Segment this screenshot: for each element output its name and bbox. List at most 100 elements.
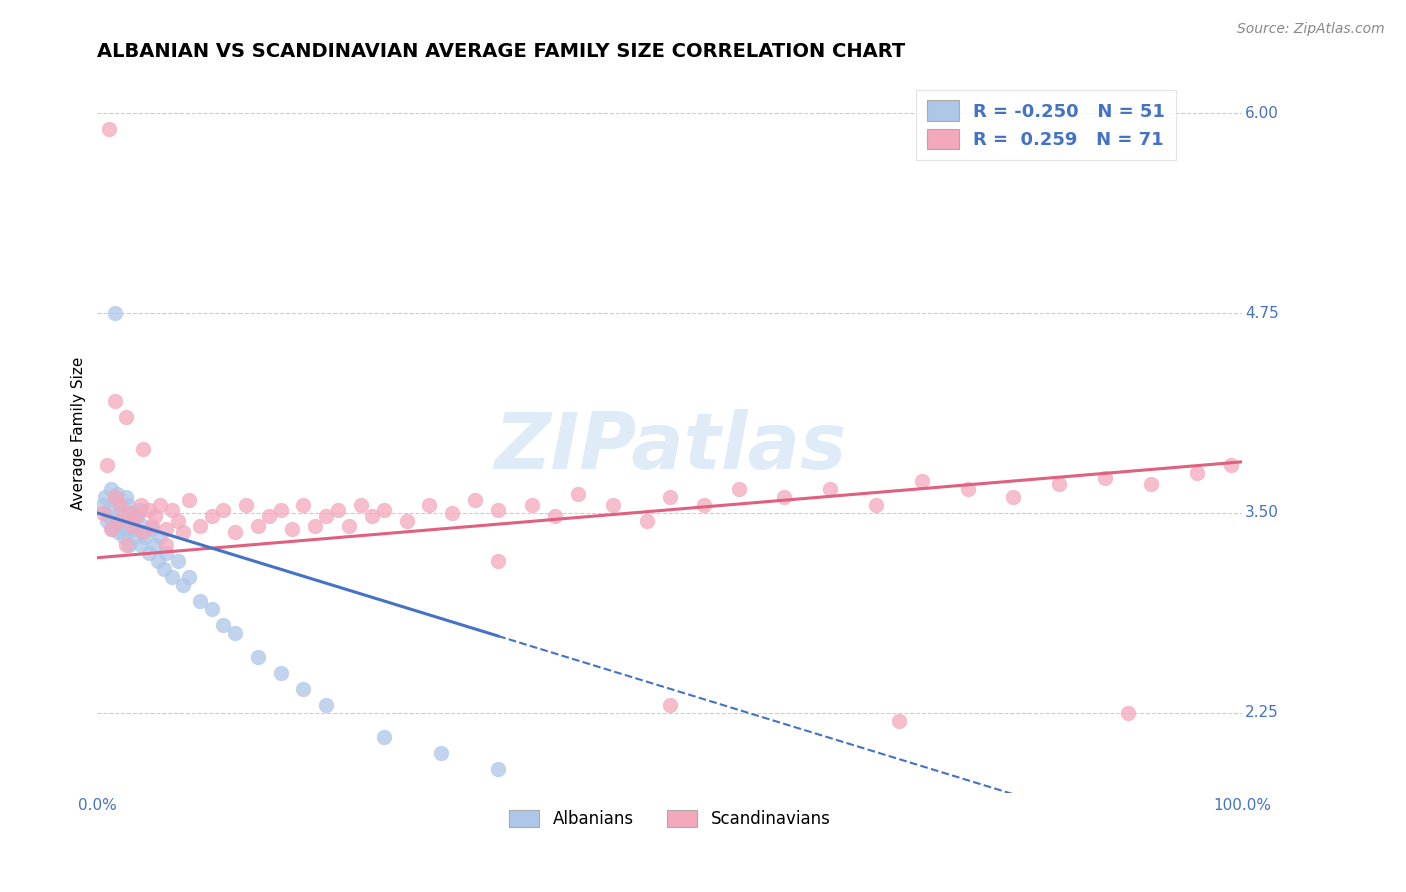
Point bbox=[121, 514, 143, 528]
Text: ALBANIAN VS SCANDINAVIAN AVERAGE FAMILY SIZE CORRELATION CHART: ALBANIAN VS SCANDINAVIAN AVERAGE FAMILY … bbox=[97, 42, 905, 61]
Point bbox=[1116, 706, 1139, 720]
Point bbox=[105, 487, 128, 501]
Point bbox=[337, 518, 360, 533]
Point bbox=[1002, 490, 1025, 504]
Point bbox=[107, 525, 129, 540]
Point bbox=[1140, 477, 1163, 491]
Point bbox=[224, 525, 246, 540]
Point bbox=[373, 502, 395, 516]
Point bbox=[103, 493, 125, 508]
Point bbox=[149, 530, 172, 544]
Point bbox=[887, 714, 910, 728]
Point bbox=[212, 502, 235, 516]
Point bbox=[97, 509, 120, 524]
Point bbox=[602, 498, 624, 512]
Point bbox=[103, 518, 125, 533]
Point bbox=[166, 514, 188, 528]
Point bbox=[103, 394, 125, 409]
Point bbox=[658, 698, 681, 712]
Point bbox=[235, 498, 257, 512]
Point bbox=[1185, 466, 1208, 480]
Point bbox=[118, 506, 141, 520]
Y-axis label: Average Family Size: Average Family Size bbox=[72, 356, 86, 509]
Point bbox=[190, 594, 212, 608]
Point bbox=[172, 578, 194, 592]
Text: 2.25: 2.25 bbox=[1244, 706, 1278, 720]
Point bbox=[96, 458, 118, 472]
Point bbox=[246, 518, 269, 533]
Point bbox=[430, 746, 453, 760]
Point bbox=[155, 546, 177, 560]
Point bbox=[117, 498, 139, 512]
Point bbox=[865, 498, 887, 512]
Point bbox=[141, 522, 163, 536]
Point bbox=[727, 482, 749, 496]
Point bbox=[395, 514, 418, 528]
Point bbox=[177, 493, 200, 508]
Point bbox=[152, 562, 174, 576]
Point bbox=[91, 498, 114, 512]
Point bbox=[94, 490, 117, 504]
Point bbox=[112, 530, 135, 544]
Point bbox=[97, 122, 120, 136]
Point bbox=[292, 681, 315, 696]
Point bbox=[132, 518, 155, 533]
Point bbox=[115, 538, 138, 552]
Point bbox=[100, 522, 122, 536]
Point bbox=[1047, 477, 1070, 491]
Point bbox=[304, 518, 326, 533]
Point bbox=[146, 554, 169, 568]
Point bbox=[350, 498, 373, 512]
Text: 4.75: 4.75 bbox=[1244, 306, 1278, 320]
Point bbox=[115, 490, 138, 504]
Point bbox=[190, 518, 212, 533]
Point bbox=[177, 570, 200, 584]
Point bbox=[132, 442, 155, 456]
Legend: Albanians, Scandinavians: Albanians, Scandinavians bbox=[503, 803, 837, 835]
Text: Source: ZipAtlas.com: Source: ZipAtlas.com bbox=[1237, 22, 1385, 37]
Point bbox=[281, 522, 304, 536]
Point bbox=[1094, 471, 1116, 485]
Point bbox=[91, 506, 114, 520]
Point bbox=[201, 602, 224, 616]
Point bbox=[115, 410, 138, 425]
Point bbox=[315, 698, 337, 712]
Point bbox=[107, 514, 129, 528]
Point bbox=[956, 482, 979, 496]
Point bbox=[160, 570, 183, 584]
Point bbox=[129, 538, 152, 552]
Point bbox=[110, 514, 132, 528]
Point bbox=[110, 498, 132, 512]
Point bbox=[373, 730, 395, 744]
Text: 6.00: 6.00 bbox=[1244, 106, 1278, 121]
Point bbox=[315, 509, 337, 524]
Point bbox=[544, 509, 567, 524]
Point bbox=[127, 509, 149, 524]
Point bbox=[911, 474, 934, 488]
Point bbox=[101, 522, 124, 536]
Text: ZIPatlas: ZIPatlas bbox=[494, 409, 846, 485]
Point bbox=[124, 530, 146, 544]
Point bbox=[486, 502, 509, 516]
Point bbox=[166, 554, 188, 568]
Point bbox=[464, 493, 486, 508]
Point bbox=[155, 538, 177, 552]
Point bbox=[149, 498, 172, 512]
Point bbox=[141, 518, 163, 533]
Point bbox=[143, 509, 166, 524]
Point bbox=[127, 509, 149, 524]
Point bbox=[212, 617, 235, 632]
Point bbox=[97, 502, 120, 516]
Point bbox=[418, 498, 440, 512]
Point bbox=[693, 498, 716, 512]
Point bbox=[121, 518, 143, 533]
Point bbox=[224, 625, 246, 640]
Point bbox=[121, 506, 143, 520]
Point bbox=[1220, 458, 1243, 472]
Point bbox=[115, 522, 138, 536]
Point bbox=[100, 482, 122, 496]
Point bbox=[111, 506, 134, 520]
Point bbox=[138, 502, 160, 516]
Point bbox=[103, 490, 125, 504]
Point bbox=[138, 546, 160, 560]
